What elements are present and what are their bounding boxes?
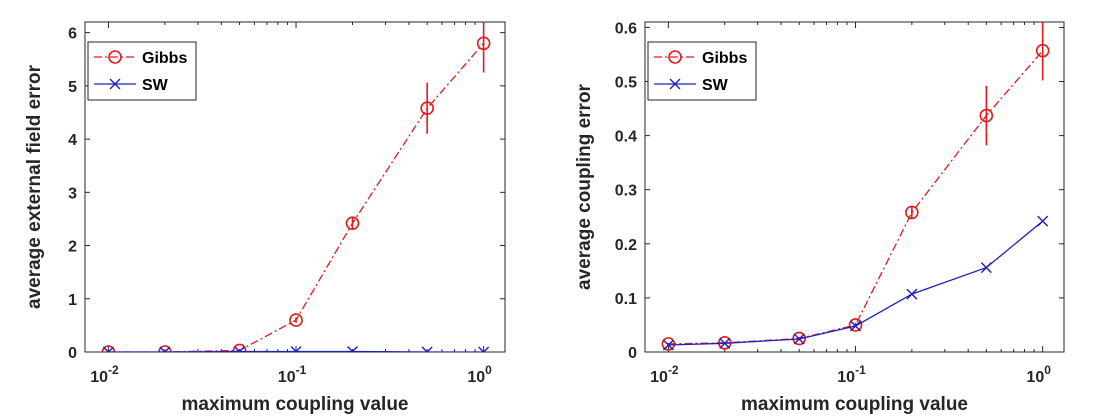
chart-panel-1: 0 1 2 3 4 5 6 10-2 10-1 100 maximum coupling value… [24,21,506,415]
point-marker-circle [476,36,491,51]
point-marker-x [719,337,731,349]
x-tick-exponent: -1 [855,363,866,377]
x-tick-exponent: -1 [296,363,307,377]
x-tick-exponent: -2 [668,363,679,377]
point-marker-circle [792,331,806,346]
legend-label-sw: SW [702,77,729,94]
y-tick-label: 5 [68,79,77,96]
series-sw [662,215,1049,351]
point-marker-circle [158,345,172,352]
point-marker-x [347,345,358,352]
point-marker-circle [848,318,863,332]
x-tick-label: 10-2 [90,363,119,386]
y-tick-label: 0.3 [615,183,637,200]
y-tick-label: 6 [68,26,77,43]
point-marker-x [478,346,490,352]
legend: Gibbs SW [647,41,757,101]
y-tick-label: 3 [68,185,77,202]
legend-marker-x [669,78,681,90]
legend-marker-x [109,78,121,90]
x-tick-exponent: 0 [1044,363,1051,377]
point-marker-x [906,288,918,300]
point-marker-circle [979,108,994,123]
point-marker-circle [1035,43,1050,58]
x-tick-label: 100 [1026,363,1051,386]
point-marker-circle [420,101,434,116]
point-marker-circle [905,205,919,220]
legend-box [87,41,197,101]
y-tick-label: 1 [68,292,77,309]
point-marker-x [102,346,114,352]
x-axis-label: maximum coupling value [741,394,968,415]
y-tick-label: 2 [68,239,77,256]
point-marker-circle [232,343,247,352]
y-axis-label: average external field error [24,64,45,309]
x-tick-exponent: 0 [485,363,492,377]
legend-label-gibbs: Gibbs [702,50,747,67]
series-sw [102,345,490,352]
y-tick-label: 0.2 [615,237,637,254]
y-tick-label: 0.1 [615,291,637,308]
y-tick-label: 4 [68,132,77,149]
y-tick-label: 0 [628,345,637,362]
legend: Gibbs SW [87,41,197,101]
x-tick-label: 10-1 [837,363,866,386]
point-marker-x [234,345,246,352]
legend-label-sw: SW [142,77,169,94]
point-marker-x [662,339,674,351]
point-marker-circle [289,313,303,327]
point-marker-x [290,345,302,352]
x-tick-label: 10-2 [650,363,679,386]
x-axis-label: maximum coupling value [182,394,409,415]
y-tick-label: 0.6 [615,20,637,37]
point-marker-x [421,346,433,352]
x-tick-label: 100 [467,363,492,386]
point-marker-circle [101,345,116,352]
chart-panel-2: 0 0.1 0.2 0.3 0.4 0.5 0.6 10-2 10-1 100 maximum co… [574,20,1065,415]
point-marker-circle [661,337,676,351]
x-tick-exponent: -2 [108,363,119,377]
legend-box [647,41,757,101]
y-axis-label: average coupling error [574,83,595,290]
y-tick-label: 0 [68,345,77,362]
y-tick-label: 0.4 [615,129,637,146]
point-marker-x [850,320,862,332]
point-marker-x [980,262,992,274]
y-tick-label: 0.5 [615,75,637,92]
legend-marker-circle [668,50,682,64]
x-tick-label: 10-1 [278,363,307,386]
point-marker-x [1037,215,1049,227]
point-marker-circle [345,216,360,230]
point-marker-x [159,346,171,352]
point-marker-x [793,333,805,345]
legend-marker-circle [108,50,122,64]
legend-label-gibbs: Gibbs [142,50,187,67]
series-gibbs [661,22,1050,351]
series-gibbs [101,22,491,352]
